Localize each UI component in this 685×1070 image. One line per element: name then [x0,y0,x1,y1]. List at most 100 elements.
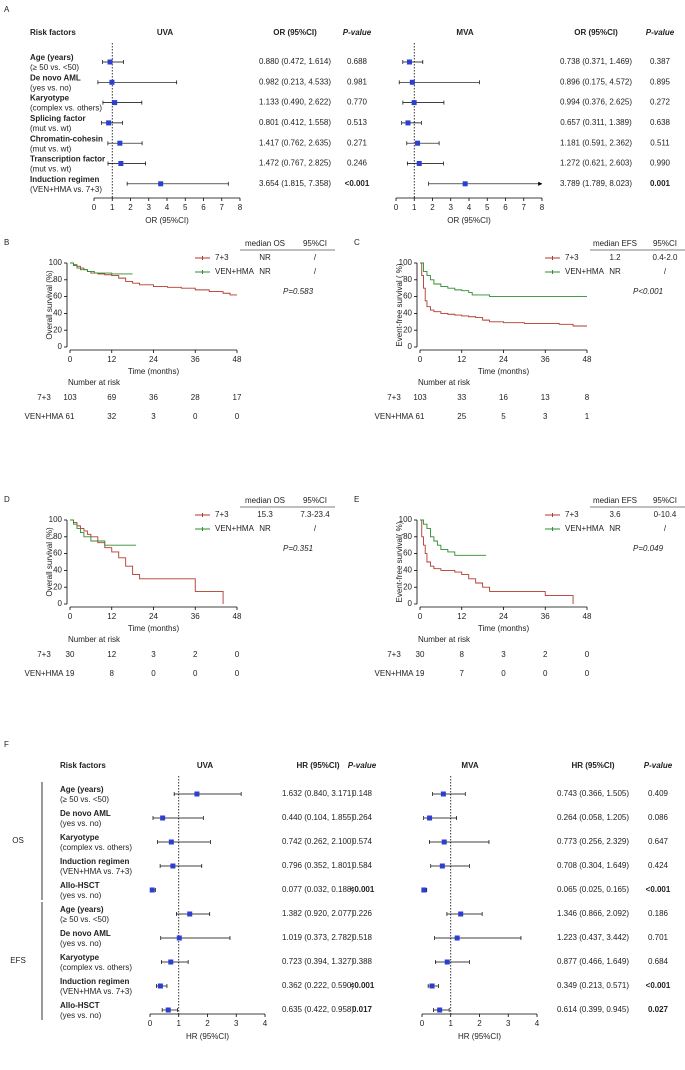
x-tick-label: 7 [522,203,527,212]
survival-curve [70,262,133,275]
point-estimate [176,935,182,941]
point-estimate [107,59,113,65]
row-sublabel: (yes vs. no) [60,819,102,828]
estimate-label: 0.982 (0.213, 4.533) [259,77,331,86]
estimate-label: 0.896 (0.175, 4.572) [560,77,632,86]
point-estimate [437,1007,443,1013]
estimate-label: 0.738 (0.371, 1.469) [560,57,632,66]
y-tick-label: 40 [53,309,62,318]
y-tick-label: 0 [58,342,63,351]
row-label: Allo-HSCT [60,881,100,890]
y-tick-label: 80 [403,275,412,284]
row-label: De novo AML [60,809,111,818]
x-axis-title: Time (months) [478,624,530,633]
y-tick-label: 60 [403,549,412,558]
x-tick-label: 8 [540,203,545,212]
risk-title: Number at risk [418,378,471,387]
estimate-label: 0.614 (0.399, 0.945) [557,1005,629,1014]
estimate-label: 0.657 (0.311, 1.389) [560,118,632,127]
survival-curve [70,519,224,604]
row-sublabel: (≥ 50 vs. <50) [30,63,79,72]
x-tick-label: 12 [107,355,116,364]
risk-group-label: 7+3 [37,393,51,402]
estimate-label: 0.065 (0.025, 0.165) [557,885,629,894]
group-label: EFS [10,956,26,965]
x-tick-label: 24 [149,355,158,364]
estimate-label: 0.742 (0.262, 2.100) [282,837,354,846]
p-value: <0.001 [646,885,671,894]
risk-group-label: VEN+HMA [375,669,415,678]
point-estimate [194,791,200,797]
p-value: 0.684 [648,957,669,966]
column-header: P-value [646,28,675,37]
column-header: P-value [644,761,673,770]
x-tick-label: 7 [220,203,225,212]
p-value: 0.647 [648,837,669,846]
risk-count: 30 [66,650,75,659]
x-tick-label: 1 [412,203,417,212]
risk-count: 0 [235,650,240,659]
x-tick-label: 0 [148,1019,153,1028]
row-label: Allo-HSCT [60,1001,100,1010]
column-header: Risk factors [60,761,106,770]
legend-label: 7+3 [215,253,229,262]
x-tick-label: 4 [535,1019,540,1028]
risk-count: 61 [416,412,425,421]
x-tick-label: 2 [205,1019,210,1028]
estimate-label: 0.349 (0.213, 0.571) [557,981,629,990]
y-tick-label: 20 [53,325,62,334]
x-tick-label: 6 [201,203,206,212]
point-estimate [109,79,115,85]
legend-label: VEN+HMA [215,524,255,533]
y-tick-label: 100 [399,258,413,267]
x-tick-label: 12 [107,612,116,621]
row-label: Induction regimen [30,175,99,184]
estimate-label: 3.654 (1.815, 7.358) [259,179,331,188]
risk-count: 32 [107,412,116,421]
point-estimate [168,959,174,965]
panel-label: D [4,495,10,504]
risk-count: 3 [151,412,156,421]
x-tick-label: 0 [418,355,423,364]
estimate-label: 1.223 (0.437, 3.442) [557,933,629,942]
survival-curve [420,262,587,327]
risk-count: 3 [151,650,156,659]
estimate-label: 0.723 (0.394, 1.327) [282,957,354,966]
survival-curve [420,519,574,604]
x-tick-label: 6 [503,203,508,212]
x-tick-label: 24 [499,355,508,364]
p-value: 0.017 [352,1005,373,1014]
risk-count: 0 [193,412,198,421]
row-sublabel: (complex vs. others) [60,843,132,852]
y-tick-label: 60 [53,549,62,558]
x-tick-label: 48 [583,612,592,621]
point-estimate [421,887,427,893]
estimate-label: 0.635 (0.422, 0.958) [282,1005,354,1014]
risk-count: 7 [460,669,465,678]
survival-curve [420,262,587,298]
point-estimate [405,120,411,126]
risk-count: 16 [499,393,508,402]
p-value: 0.272 [650,98,671,107]
legend-ci: / [664,267,667,276]
legend-ci: 0-10.4 [654,510,677,519]
point-estimate [118,161,124,166]
x-tick-label: 2 [430,203,435,212]
risk-count: 17 [233,393,242,402]
x-tick-label: 5 [485,203,490,212]
x-tick-label: 0 [394,203,399,212]
p-value-label: P<0.001 [633,287,663,296]
risk-count: 0 [235,669,240,678]
x-tick-label: 0 [420,1019,425,1028]
p-value: 0.574 [352,837,373,846]
y-axis-title: Overall survival (%) [45,527,54,597]
p-value: <0.001 [350,981,375,990]
point-estimate [168,839,174,845]
x-tick-label: 3 [449,203,454,212]
p-value: 0.027 [648,1005,669,1014]
risk-count: 0 [585,669,590,678]
risk-group-label: VEN+HMA [25,412,65,421]
point-estimate [106,120,112,126]
row-label: Age (years) [30,53,74,62]
